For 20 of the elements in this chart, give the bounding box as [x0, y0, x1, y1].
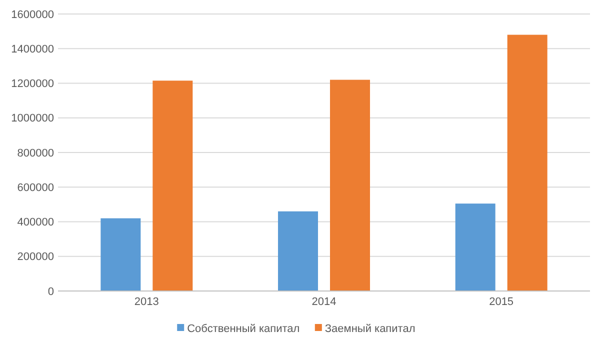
y-tick-label: 1600000	[11, 8, 54, 21]
y-tick-label: 600000	[17, 182, 54, 194]
x-tick-label: 2015	[489, 296, 514, 308]
bar	[507, 34, 548, 291]
y-tick-label: 1000000	[11, 112, 54, 125]
legend-label: Заемный капитал	[324, 322, 416, 335]
bar	[152, 80, 193, 291]
y-tick-label: 200000	[17, 251, 54, 264]
y-tick-label: 0	[48, 286, 54, 298]
bar	[455, 204, 496, 291]
bar	[278, 211, 318, 291]
x-tick-label: 2013	[134, 296, 159, 308]
y-tick-label: 1400000	[11, 43, 54, 56]
y-tick-label: 800000	[17, 147, 54, 160]
y-tick-label: 1200000	[11, 78, 54, 90]
x-tick-label: 2014	[312, 296, 336, 308]
bar	[330, 80, 370, 291]
y-tick-label: 400000	[17, 216, 54, 229]
legend-label: Собственный капитал	[187, 322, 300, 335]
bar	[100, 218, 141, 291]
